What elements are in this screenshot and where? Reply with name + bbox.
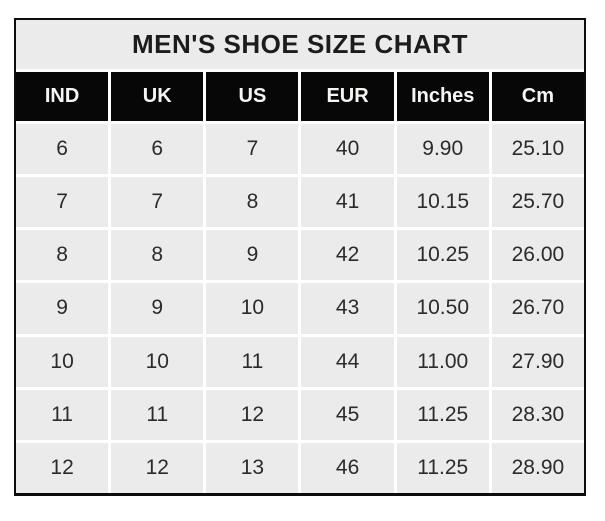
table-cell: 11.00 (396, 336, 489, 387)
column-header-inches: Inches (396, 72, 489, 121)
table-cell: 43 (301, 283, 394, 334)
table-cell: 12 (16, 442, 109, 493)
table-cell: 46 (301, 442, 394, 493)
table-cell: 8 (111, 230, 204, 281)
table-cell: 10 (111, 336, 204, 387)
table-cell: 13 (206, 442, 299, 493)
table-cell: 10.25 (396, 230, 489, 281)
table-cell: 25.10 (491, 124, 584, 175)
table-cell: 7 (111, 177, 204, 228)
table-cell: 9 (111, 283, 204, 334)
table-cell: 7 (16, 177, 109, 228)
column-header-eur: EUR (301, 72, 394, 121)
table-cell: 11 (111, 389, 204, 440)
table-cell: 11.25 (396, 442, 489, 493)
table-cell: 8 (16, 230, 109, 281)
table-cell: 44 (301, 336, 394, 387)
column-header-us: US (206, 72, 299, 121)
table-cell: 9 (206, 230, 299, 281)
table-cell: 10 (206, 283, 299, 334)
table-cell: 27.90 (491, 336, 584, 387)
table-cell: 11 (206, 336, 299, 387)
table-cell: 9 (16, 283, 109, 334)
table-cell: 26.70 (491, 283, 584, 334)
table-cell: 6 (111, 124, 204, 175)
table-cell: 8 (206, 177, 299, 228)
table-cell: 12 (111, 442, 204, 493)
table-cell: 26.00 (491, 230, 584, 281)
chart-title: MEN'S SHOE SIZE CHART (16, 20, 584, 69)
table-cell: 42 (301, 230, 394, 281)
table-cell: 7 (206, 124, 299, 175)
table-cell: 25.70 (491, 177, 584, 228)
table-cell: 11 (16, 389, 109, 440)
table-cell: 12 (206, 389, 299, 440)
table-cell: 6 (16, 124, 109, 175)
table-cell: 28.30 (491, 389, 584, 440)
table-cell: 10.50 (396, 283, 489, 334)
table-cell: 10.15 (396, 177, 489, 228)
table-cell: 40 (301, 124, 394, 175)
column-header-uk: UK (111, 72, 204, 121)
table-cell: 11.25 (396, 389, 489, 440)
table-cell: 10 (16, 336, 109, 387)
column-header-ind: IND (16, 72, 109, 121)
column-header-cm: Cm (491, 72, 584, 121)
table-cell: 41 (301, 177, 394, 228)
table-cell: 28.90 (491, 442, 584, 493)
shoe-size-chart-table: MEN'S SHOE SIZE CHART IND UK US EUR Inch… (14, 18, 586, 496)
table-cell: 9.90 (396, 124, 489, 175)
table-cell: 45 (301, 389, 394, 440)
